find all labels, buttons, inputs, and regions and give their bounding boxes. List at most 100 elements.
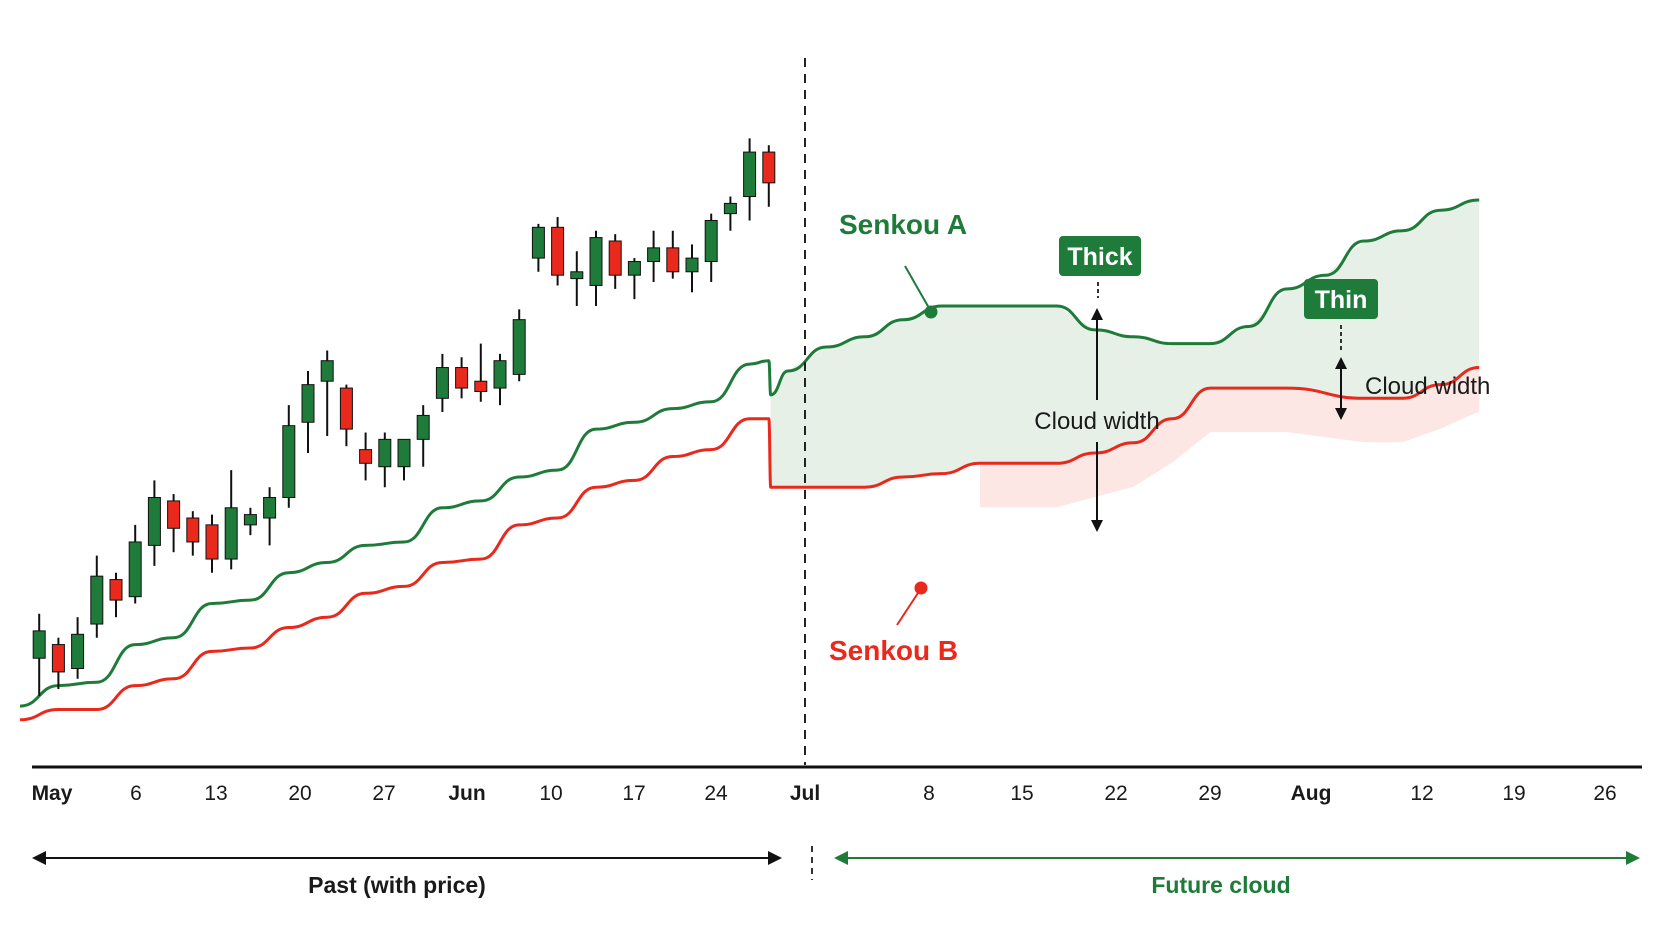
candle-body xyxy=(589,237,603,286)
x-tick-label: 6 xyxy=(130,782,142,805)
x-tick-label: May xyxy=(32,782,73,805)
x-tick-label: 20 xyxy=(288,782,311,805)
x-tick-label: Jun xyxy=(448,782,485,805)
candle-up xyxy=(723,196,737,231)
candle-body xyxy=(128,541,142,598)
senkou-a-line xyxy=(19,198,1480,708)
candle-body xyxy=(205,524,219,560)
candle-up xyxy=(512,309,526,382)
x-tick-label: 26 xyxy=(1593,782,1616,805)
candle-down xyxy=(205,514,219,573)
candle-body xyxy=(90,575,104,625)
past-range-label: Past (with price) xyxy=(308,872,486,898)
cloud-fill-layer xyxy=(770,200,1480,508)
candle-down xyxy=(339,384,353,447)
candle-body xyxy=(301,384,315,423)
cloud-bullish-area xyxy=(770,200,1480,488)
candle-up xyxy=(570,251,584,306)
senkou-a-label: Senkou A xyxy=(839,209,967,240)
x-tick-label: 13 xyxy=(204,782,227,805)
candle-body xyxy=(608,240,622,276)
senkou-a-pointer xyxy=(904,265,930,309)
candle-up xyxy=(627,258,641,300)
future-range-arrow xyxy=(834,851,1640,865)
x-tick-label: 17 xyxy=(622,782,645,805)
x-tick-label: 8 xyxy=(923,782,935,805)
candle-down xyxy=(186,511,200,556)
candle-body xyxy=(167,500,181,529)
thin-badge-text: Thin xyxy=(1315,286,1368,314)
candle-up xyxy=(531,223,545,272)
candle-up xyxy=(704,213,718,283)
candle-body xyxy=(531,226,545,259)
senkou-b-marker xyxy=(914,581,928,595)
thin-cloud-width-arrow xyxy=(1335,357,1347,420)
candle-down xyxy=(167,494,181,553)
candle-up xyxy=(301,370,315,454)
candle-body xyxy=(320,360,334,382)
candle-up xyxy=(685,244,699,293)
candle-down xyxy=(455,357,469,399)
x-tick-label: 29 xyxy=(1198,782,1221,805)
candle-body xyxy=(378,438,392,468)
candle-up xyxy=(435,353,449,412)
candle-body xyxy=(455,367,469,389)
senkou-b-label: Senkou B xyxy=(829,635,958,666)
candle-body xyxy=(474,380,488,392)
candle-up xyxy=(90,555,104,638)
candle-body xyxy=(71,633,85,669)
candle-body xyxy=(416,414,430,440)
candle-body xyxy=(147,497,161,546)
candle-body xyxy=(551,226,565,276)
x-tick-label: Jul xyxy=(790,782,820,805)
candle-down xyxy=(474,343,488,402)
candle-body xyxy=(723,202,737,215)
candle-body xyxy=(186,517,200,543)
thin-cloud-width-label: Cloud width xyxy=(1365,373,1490,400)
candle-down xyxy=(666,230,680,279)
x-tick-label: 10 xyxy=(539,782,562,805)
candlestick-layer xyxy=(32,138,776,696)
senkou-b-pointer xyxy=(896,592,919,626)
x-tick-label: 22 xyxy=(1104,782,1127,805)
candle-body xyxy=(685,257,699,273)
candle-up xyxy=(224,470,238,570)
candle-up xyxy=(493,353,507,406)
candle-body xyxy=(762,151,776,184)
candle-body xyxy=(51,644,65,673)
candle-up xyxy=(32,613,46,696)
candle-body xyxy=(243,514,257,526)
candle-body xyxy=(263,497,277,519)
candle-up xyxy=(128,524,142,604)
candle-down xyxy=(109,572,123,618)
candle-body xyxy=(704,219,718,263)
thick-badge xyxy=(1059,236,1141,276)
candle-body xyxy=(435,367,449,399)
candle-up xyxy=(263,487,277,546)
candle-up xyxy=(147,480,161,566)
candle-body xyxy=(512,319,526,375)
candle-up xyxy=(282,405,296,508)
candle-up xyxy=(243,507,257,536)
x-tick-label: Aug xyxy=(1291,782,1332,805)
candle-up xyxy=(589,230,603,306)
candle-up xyxy=(416,405,430,467)
candle-body xyxy=(282,425,296,498)
candle-down xyxy=(551,217,565,286)
past-range-arrow xyxy=(32,851,782,865)
candle-body xyxy=(339,387,353,430)
candle-body xyxy=(666,247,680,273)
cloud-bearish-shadow xyxy=(980,367,1480,508)
thin-badge xyxy=(1304,279,1378,319)
candle-down xyxy=(359,432,373,481)
candle-body xyxy=(627,261,641,276)
x-tick-label: 15 xyxy=(1010,782,1033,805)
candle-up xyxy=(743,138,757,221)
x-tick-label: 24 xyxy=(704,782,728,805)
candle-up xyxy=(378,432,392,488)
x-tick-label: 27 xyxy=(372,782,395,805)
candle-body xyxy=(109,579,123,601)
candle-body xyxy=(743,151,757,198)
candle-up xyxy=(71,617,85,679)
